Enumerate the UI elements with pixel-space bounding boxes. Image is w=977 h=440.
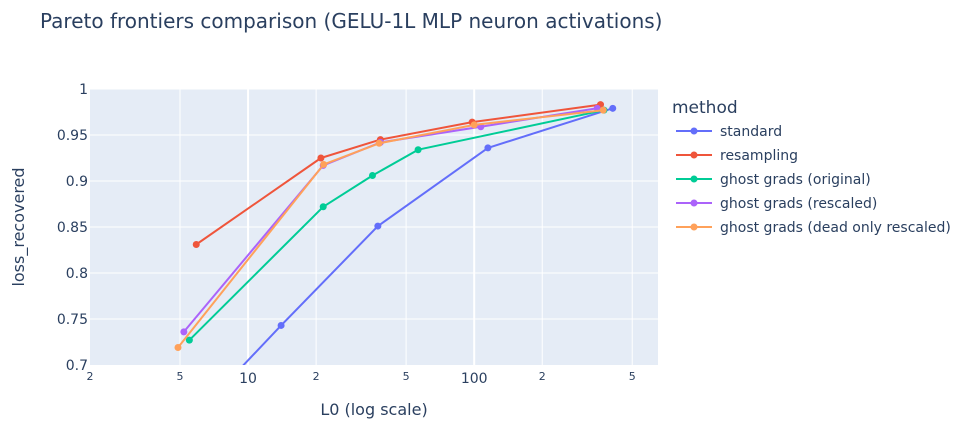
data-point [470, 121, 478, 129]
legend: method standard resampling ghost grads (or… [672, 98, 951, 236]
data-point [320, 160, 328, 168]
data-point [174, 344, 182, 352]
legend-label: ghost grads (dead only rescaled) [720, 220, 951, 236]
series-ghost-grads-dead-only-rescaled- [174, 106, 607, 352]
data-point [368, 171, 376, 179]
legend-marker [690, 127, 698, 135]
data-point [192, 240, 200, 248]
x-tick-label-minor: 2 [539, 370, 546, 383]
legend-marker [690, 223, 698, 231]
gridlines [90, 88, 658, 365]
legend-item: standard [676, 124, 782, 140]
x-tick-label-major: 10 [239, 371, 257, 387]
series-layer [174, 101, 617, 380]
legend-item: ghost grads (rescaled) [676, 196, 877, 212]
legend-marker [690, 175, 698, 183]
x-tick-label-minor: 5 [403, 370, 410, 383]
data-point [319, 203, 327, 211]
legend-label: standard [720, 124, 782, 140]
y-axis-title: loss_recovered [9, 167, 29, 286]
data-point [609, 104, 617, 112]
x-tick-label-major: 100 [461, 371, 488, 387]
y-tick-label: 0.85 [57, 220, 88, 236]
y-tick-label: 0.8 [66, 266, 88, 282]
chart-title: Pareto frontiers comparison (GELU-1L MLP… [40, 9, 662, 33]
tick-labels: 0.7 0.75 0.8 0.85 0.9 0.95 1 10 100 2 5 2 5 2 5 [57, 82, 636, 387]
data-point [375, 139, 383, 147]
legend-item: resampling [676, 148, 798, 164]
y-tick-label: 0.95 [57, 128, 88, 144]
data-point [185, 336, 193, 344]
x-tick-label-minor: 5 [629, 370, 636, 383]
y-tick-label: 0.9 [66, 174, 88, 190]
data-point [180, 328, 188, 336]
series-standard [230, 104, 617, 380]
y-tick-label: 1 [79, 82, 88, 98]
legend-marker [690, 199, 698, 207]
legend-item: ghost grads (original) [676, 172, 871, 188]
x-tick-label-minor: 5 [176, 370, 183, 383]
data-point [230, 373, 237, 380]
legend-label: ghost grads (rescaled) [720, 196, 877, 212]
legend-title: method [672, 98, 738, 118]
data-point [374, 222, 382, 230]
data-point [599, 106, 607, 114]
x-tick-label-minor: 2 [313, 370, 320, 383]
legend-item: ghost grads (dead only rescaled) [676, 220, 951, 236]
legend-label: ghost grads (original) [720, 172, 871, 188]
legend-marker [690, 151, 698, 159]
x-tick-label-minor: 2 [87, 370, 94, 383]
data-point [317, 154, 325, 162]
x-axis-title: L0 (log scale) [320, 400, 427, 419]
legend-label: resampling [720, 148, 798, 164]
data-point [414, 146, 422, 154]
y-tick-label: 0.7 [66, 358, 88, 374]
data-point [277, 321, 285, 329]
y-tick-label: 0.75 [57, 312, 88, 328]
data-point [484, 144, 492, 152]
